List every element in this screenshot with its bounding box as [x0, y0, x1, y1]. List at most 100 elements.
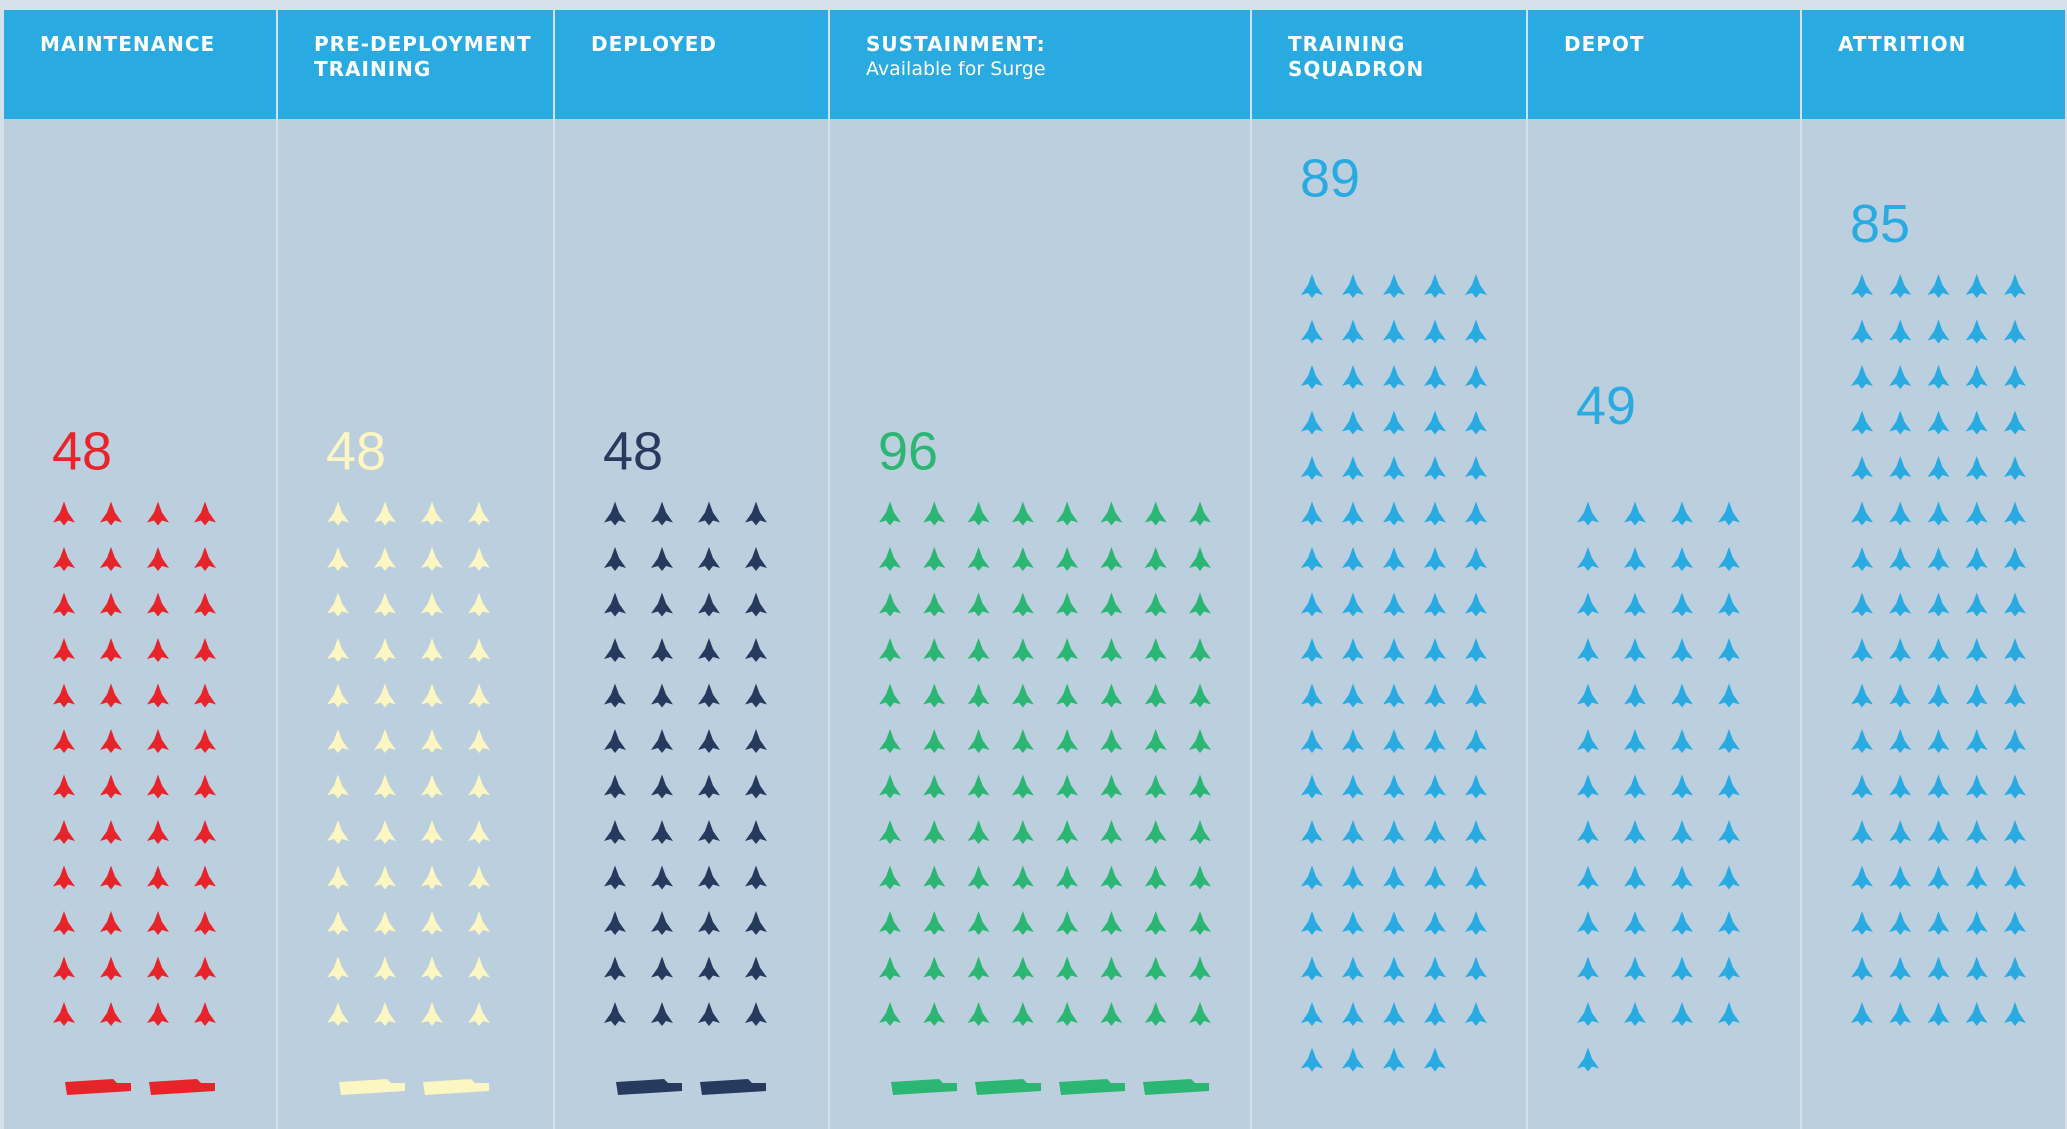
aircraft-icon: [967, 592, 990, 617]
column-body: [1252, 10, 1526, 1129]
aircraft-icon: [698, 547, 720, 571]
aircraft-icon: [2004, 410, 2026, 435]
ship-icon: [700, 1079, 766, 1095]
aircraft-icon: [1011, 774, 1034, 799]
aircraft-icon: [147, 547, 169, 571]
aircraft-icon: [1465, 774, 1487, 799]
aircraft-icon: [100, 547, 122, 571]
aircraft-icon: [923, 501, 946, 526]
aircraft-icon: [1577, 638, 1599, 662]
aircraft-icon: [421, 1002, 443, 1026]
aircraft-icon: [194, 956, 216, 981]
aircraft-icon: [967, 547, 990, 571]
aircraft-icon: [327, 638, 349, 662]
aircraft-icon: [1144, 547, 1167, 571]
aircraft-icon: [1718, 820, 1740, 844]
aircraft-icon: [1965, 456, 1988, 480]
aircraft-icon: [1671, 501, 1693, 526]
aircraft-icon: [879, 865, 901, 890]
aircraft-icon: [1624, 547, 1646, 571]
aircraft-icon: [53, 592, 75, 617]
aircraft-icon: [1671, 547, 1693, 571]
aircraft-icon: [374, 592, 396, 617]
aircraft-icon: [147, 638, 169, 662]
aircraft-icon: [698, 501, 720, 526]
aircraft-icon: [1851, 274, 1873, 298]
aircraft-icon: [1301, 501, 1323, 526]
aircraft-icon: [1577, 911, 1599, 935]
aircraft-icon: [1465, 683, 1487, 708]
aircraft-icon: [1851, 911, 1873, 935]
aircraft-icon: [1056, 501, 1079, 526]
aircraft-icon: [1624, 820, 1646, 844]
aircraft-icon: [651, 865, 673, 890]
aircraft-icon: [53, 911, 75, 935]
aircraft-icon: [1342, 774, 1364, 799]
aircraft-icon: [1889, 547, 1912, 571]
aircraft-icon: [1965, 956, 1988, 981]
aircraft-icon: [327, 820, 349, 844]
aircraft-icon: [1718, 683, 1740, 708]
aircraft-icon: [327, 729, 349, 753]
column-header-label: ATTRITION: [1802, 10, 2065, 119]
aircraft-icon: [468, 865, 490, 890]
aircraft-icon: [923, 774, 946, 799]
aircraft-icon: [194, 1002, 216, 1026]
aircraft-icon: [1383, 729, 1405, 753]
aircraft-icon: [604, 865, 626, 890]
ship-icon: [616, 1079, 682, 1095]
aircraft-icon: [1100, 1002, 1123, 1026]
aircraft-icon: [1624, 501, 1646, 526]
aircraft-icon: [1851, 592, 1873, 617]
aircraft-icon: [1424, 956, 1446, 981]
aircraft-icon: [1342, 1047, 1364, 1072]
aircraft-icon: [374, 820, 396, 844]
column-header: [1252, 10, 1526, 119]
aircraft-icon: [2004, 274, 2026, 298]
aircraft-icon: [194, 729, 216, 753]
aircraft-icon: [1383, 683, 1405, 708]
aircraft-icon: [1927, 865, 1950, 890]
aircraft-icon: [53, 865, 75, 890]
aircraft-icon: [698, 865, 720, 890]
column-header-label: DEPLOYED: [555, 10, 828, 119]
aircraft-icon: [604, 683, 626, 708]
aircraft-icon: [1383, 911, 1405, 935]
aircraft-icon: [1056, 956, 1079, 981]
value-label: 96: [878, 422, 938, 482]
aircraft-icon: [1342, 683, 1364, 708]
aircraft-icon: [1424, 774, 1446, 799]
aircraft-icon: [1100, 729, 1123, 753]
aircraft-icon: [1301, 365, 1323, 389]
aircraft-icon: [1342, 547, 1364, 571]
aircraft-icon: [421, 547, 443, 571]
aircraft-icon: [374, 547, 396, 571]
aircraft-icon: [194, 592, 216, 617]
aircraft-icon: [1889, 1002, 1912, 1026]
aircraft-icon: [923, 956, 946, 981]
aircraft-icon: [967, 956, 990, 981]
aircraft-icon: [1965, 365, 1988, 389]
aircraft-icon: [374, 683, 396, 708]
aircraft-icon: [2004, 547, 2026, 571]
aircraft-icon: [1342, 865, 1364, 890]
aircraft-icon: [604, 501, 626, 526]
aircraft-icon: [194, 547, 216, 571]
aircraft-icon: [374, 865, 396, 890]
aircraft-icon: [1342, 592, 1364, 617]
aircraft-icon: [1100, 501, 1123, 526]
aircraft-icon: [698, 592, 720, 617]
aircraft-icon: [1342, 456, 1364, 480]
aircraft-icon: [1189, 911, 1211, 935]
aircraft-icon: [374, 501, 396, 526]
aircraft-icon: [468, 592, 490, 617]
aircraft-icon: [1301, 410, 1323, 435]
aircraft-icon: [53, 638, 75, 662]
aircraft-icon: [147, 774, 169, 799]
aircraft-icon: [1189, 729, 1211, 753]
aircraft-icon: [468, 729, 490, 753]
aircraft-icon: [1011, 729, 1034, 753]
aircraft-icon: [1624, 956, 1646, 981]
aircraft-icon: [1383, 592, 1405, 617]
aircraft-icon: [1424, 1002, 1446, 1026]
